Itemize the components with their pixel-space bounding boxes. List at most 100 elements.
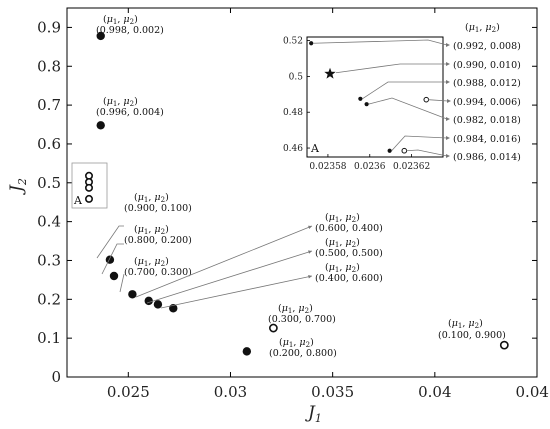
point-label-9: (0.300, 0.700) [268,314,336,325]
inset-arrow-head-7 [446,154,450,158]
y-tick-label: 0.8 [37,57,61,75]
point-label-7: (0.500, 0.500) [315,248,383,259]
data-point-4 [109,271,119,281]
leader-line-4 [101,243,124,275]
inset-y-tick-label: 0.5 [289,72,304,82]
y-tick-label: 0.4 [37,213,61,231]
data-point-1 [96,31,105,41]
y-tick-label: 0.7 [37,96,61,114]
inset-x-tick-label: 0.0236 [354,162,386,172]
data-point-7 [153,300,163,309]
inset-point-7 [401,147,408,154]
inset-arrow-head-1 [446,43,450,47]
main-points [85,31,509,356]
x-tick-label: 0.04 [418,383,451,401]
inset-point-label-2: (0.990, 0.010) [453,60,521,71]
x-tick-label: 0.045 [516,383,550,401]
leader-line-3 [96,225,124,259]
inset-arrow-head-4 [447,99,451,103]
point-label-2: (0.996, 0.004) [96,107,164,118]
inset-y-tick-label: 0.46 [283,144,303,154]
inset-point-6 [387,148,392,153]
data-point-2 [96,121,105,130]
inset-chart: 0.02358 0.0236 0.02362 0.46 0.48 0.5 0.52 A (μ1,… [283,22,521,172]
inset-leader-5 [368,97,448,120]
point-label-8: (0.400, 0.600) [315,273,383,284]
point-header-3: (μ1, μ2) [134,192,169,204]
point-header-7: (μ1, μ2) [325,237,360,249]
main-ticks: 0.025 0.03 0.035 0.04 0.045 0 0.1 0.2 0.3 0.4 0.5 0… [37,8,550,401]
arrow-head-6 [308,225,312,229]
y-axis-label: J2 [7,178,29,195]
inset-arrow-head-3 [446,80,450,84]
main-axes [66,7,538,378]
y-tick-label: 0.3 [37,251,61,269]
point-header-1: (μ1, μ2) [103,14,138,26]
leader-arrow-7 [146,250,313,304]
point-header-5: (μ1, μ2) [134,256,169,268]
y-tick-label: 0.5 [37,174,61,192]
x-tick-label: 0.035 [311,383,354,401]
x-tick-label: 0.025 [107,383,150,401]
inset-leader-2 [335,63,447,74]
inset-point-label-1: (0.992, 0.008) [453,41,521,52]
point-header-8: (μ1, μ2) [325,262,360,274]
arrow-head-8 [308,275,312,279]
data-point-11 [499,340,509,350]
x-axis-label-sub: 1 [315,412,322,425]
inset-arrow-head-6 [446,136,450,140]
point-label-1: (0.998, 0.002) [96,25,164,36]
inset-y-tick-label: 0.52 [283,37,303,47]
cluster-a-marker-3 [85,183,94,192]
point-header-2: (μ1, μ2) [103,96,138,108]
main-annotations: (μ1, μ2)(0.998, 0.002)(μ1, μ2)(0.996, 0.… [96,14,506,359]
x-axis-label: J1 [305,403,322,425]
inset-arrow-head-2 [446,62,450,66]
inset-leader-3 [362,81,447,100]
inset-point-3 [358,96,363,101]
data-point-9 [268,323,278,333]
inset-frame [306,36,444,158]
inset-x-tick-label: 0.02358 [309,162,346,172]
point-label-11: (0.100, 0.900) [438,330,506,341]
zoom-box-rect [71,162,108,209]
cluster-a-marker-4 [85,194,94,203]
data-point-3 [105,255,115,264]
y-axis-label-sub: 2 [16,178,29,186]
point-label-3: (0.900, 0.100) [124,203,192,214]
data-point-6 [144,296,153,306]
point-label-4: (0.800, 0.200) [124,235,192,246]
inset-point-5 [364,102,369,107]
inset-point-2 [324,67,336,79]
inset-point-4 [423,96,430,103]
arrow-head-7 [308,250,312,254]
inset-leader-1 [313,39,448,46]
y-tick-label: 0 [51,368,61,386]
y-tick-label: 0.9 [37,18,61,36]
plot-frame [66,7,538,378]
inset-point-label-7: (0.986, 0.014) [453,152,521,163]
y-tick-label: 0.2 [37,290,61,308]
y-tick-label: 0.6 [37,135,61,153]
point-header-6: (μ1, μ2) [325,212,360,224]
inset-header: (μ1, μ2) [465,22,500,34]
data-point-5 [128,290,137,299]
inset-y-tick-label: 0.48 [283,108,303,118]
point-label-6: (0.600, 0.400) [315,223,383,234]
leader-arrow-6 [135,225,313,298]
zoom-box: A [71,162,108,209]
inset-point-label-4: (0.994, 0.006) [453,97,521,108]
inset-arrow-head-5 [446,117,450,121]
inset-region-label: A [310,142,320,155]
y-tick-label: 0.1 [37,329,61,347]
point-header-11: (μ1, μ2) [448,318,483,330]
zoom-box-label: A [73,194,83,207]
point-header-9: (μ1, μ2) [278,303,313,315]
x-tick-label: 0.03 [214,383,247,401]
point-header-10: (μ1, μ2) [279,337,314,349]
inset-point-label-5: (0.982, 0.018) [453,115,521,126]
point-header-4: (μ1, μ2) [134,224,169,236]
inset-leader-7 [406,149,448,157]
inset-leader-4 [428,99,449,102]
